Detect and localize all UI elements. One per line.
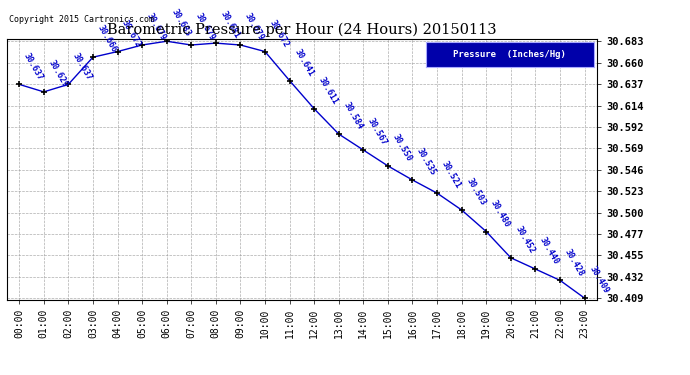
Text: 30.672: 30.672 bbox=[268, 18, 290, 49]
Text: Copyright 2015 Cartronics.com: Copyright 2015 Cartronics.com bbox=[9, 15, 154, 24]
Text: 30.641: 30.641 bbox=[293, 47, 315, 78]
Text: 30.683: 30.683 bbox=[170, 8, 193, 39]
Title: Barometric Pressure per Hour (24 Hours) 20150113: Barometric Pressure per Hour (24 Hours) … bbox=[107, 22, 497, 37]
Text: 30.440: 30.440 bbox=[538, 236, 561, 266]
Text: 30.480: 30.480 bbox=[489, 198, 512, 229]
Text: 30.611: 30.611 bbox=[317, 75, 339, 106]
Text: 30.672: 30.672 bbox=[120, 18, 143, 49]
Text: 30.452: 30.452 bbox=[513, 225, 536, 255]
Text: 30.428: 30.428 bbox=[563, 247, 586, 278]
Text: 30.681: 30.681 bbox=[219, 10, 241, 40]
Text: 30.503: 30.503 bbox=[464, 177, 487, 207]
Text: 30.584: 30.584 bbox=[342, 101, 364, 131]
Text: 30.629: 30.629 bbox=[46, 58, 69, 89]
Text: 30.409: 30.409 bbox=[587, 265, 610, 296]
Text: 30.679: 30.679 bbox=[145, 12, 168, 42]
Text: 30.637: 30.637 bbox=[22, 51, 45, 82]
Text: 30.679: 30.679 bbox=[194, 12, 217, 42]
Text: 30.521: 30.521 bbox=[440, 160, 462, 190]
Text: 30.535: 30.535 bbox=[415, 147, 438, 177]
Text: 30.679: 30.679 bbox=[243, 12, 266, 42]
Text: 30.550: 30.550 bbox=[391, 133, 413, 163]
Text: 30.666: 30.666 bbox=[96, 24, 119, 54]
Text: 30.637: 30.637 bbox=[71, 51, 94, 82]
Text: 30.567: 30.567 bbox=[366, 117, 389, 147]
